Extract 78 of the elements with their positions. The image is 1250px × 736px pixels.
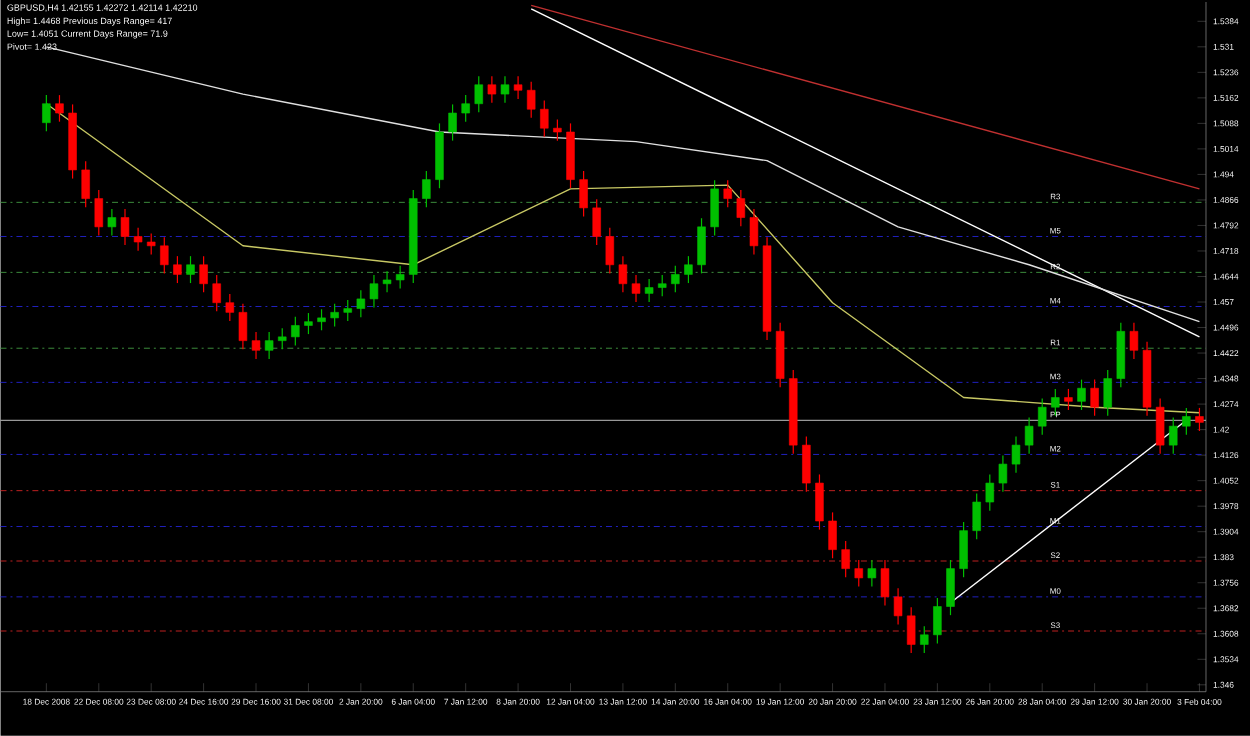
candlestick [671, 265, 680, 294]
candlestick [330, 303, 339, 328]
candlestick [605, 227, 615, 275]
candlestick [448, 103, 457, 142]
candlestick [684, 255, 693, 284]
candlestick [1182, 407, 1191, 436]
candlestick [317, 308, 326, 332]
candlestick [1064, 388, 1073, 411]
candlestick [395, 265, 405, 290]
candlestick [867, 559, 877, 588]
candlestick [160, 236, 169, 275]
candlestick [304, 312, 313, 335]
candlestick [94, 189, 104, 237]
candlestick [657, 274, 667, 297]
candlestick [1037, 398, 1047, 436]
candlestick [500, 75, 510, 104]
candlestick [212, 274, 221, 313]
candlestick [264, 331, 274, 360]
candlestick [186, 255, 195, 284]
candlestick [251, 331, 261, 360]
candlestick [828, 511, 837, 559]
candlestick [291, 316, 300, 347]
candlestick [1195, 407, 1204, 432]
candlestick [435, 122, 444, 189]
candlestick [422, 170, 431, 208]
candlestick [1011, 436, 1021, 474]
candlestick [566, 122, 575, 189]
candlestick [81, 160, 90, 208]
candlestick [513, 75, 523, 100]
candlestick [146, 232, 156, 256]
candlestick [579, 170, 588, 218]
candlestick [55, 94, 64, 123]
candlestick [946, 559, 955, 616]
candlestick [526, 81, 536, 119]
candlestick [841, 540, 850, 578]
candlestick [343, 299, 352, 322]
candlestick [238, 303, 248, 351]
candlestick [1116, 322, 1126, 388]
candlestick [854, 559, 863, 588]
candlestick [697, 217, 706, 275]
candlestick [278, 327, 287, 351]
candlestick [959, 521, 968, 578]
candlestick [775, 322, 785, 388]
candlestick [1155, 398, 1165, 455]
candlestick [173, 255, 182, 284]
candlestick [644, 278, 654, 303]
candlestick [618, 255, 628, 294]
candlestick [815, 474, 824, 531]
candlestick [487, 75, 497, 104]
candlestick [133, 227, 143, 252]
candlestick [736, 189, 746, 227]
candlestick [592, 198, 601, 246]
candlestick [1169, 417, 1178, 455]
candlestick [710, 179, 719, 237]
candlestick [906, 606, 916, 654]
candlestick [225, 293, 235, 322]
candlestick [120, 208, 130, 246]
candlestick [802, 436, 811, 493]
candlestick [631, 274, 641, 303]
candlestick [933, 597, 942, 645]
candlestick [356, 289, 366, 318]
candlestick [199, 255, 208, 294]
line-series [45, 46, 1201, 323]
candlestick [1077, 379, 1086, 411]
candlestick [461, 94, 470, 123]
candlestick [972, 492, 981, 541]
candlestick [540, 100, 549, 138]
candlestick [1024, 417, 1034, 455]
candlestick [985, 474, 995, 512]
candlestick [1103, 369, 1112, 417]
candlestick [474, 75, 484, 114]
candlestick [998, 455, 1008, 493]
candlestick [920, 625, 929, 654]
candlestick [42, 94, 51, 133]
candlestick [723, 179, 732, 208]
candlestick [1090, 379, 1099, 417]
candlestick [107, 208, 117, 237]
candlestick [553, 119, 562, 142]
